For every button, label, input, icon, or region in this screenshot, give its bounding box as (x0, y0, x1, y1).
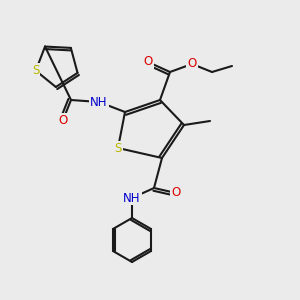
Text: O: O (143, 56, 153, 68)
Text: O: O (58, 113, 68, 127)
Text: O: O (188, 58, 196, 70)
Text: NH: NH (90, 95, 108, 109)
Text: S: S (32, 64, 39, 77)
Text: NH: NH (123, 191, 141, 205)
Text: S: S (114, 142, 122, 154)
Text: O: O (171, 187, 181, 200)
